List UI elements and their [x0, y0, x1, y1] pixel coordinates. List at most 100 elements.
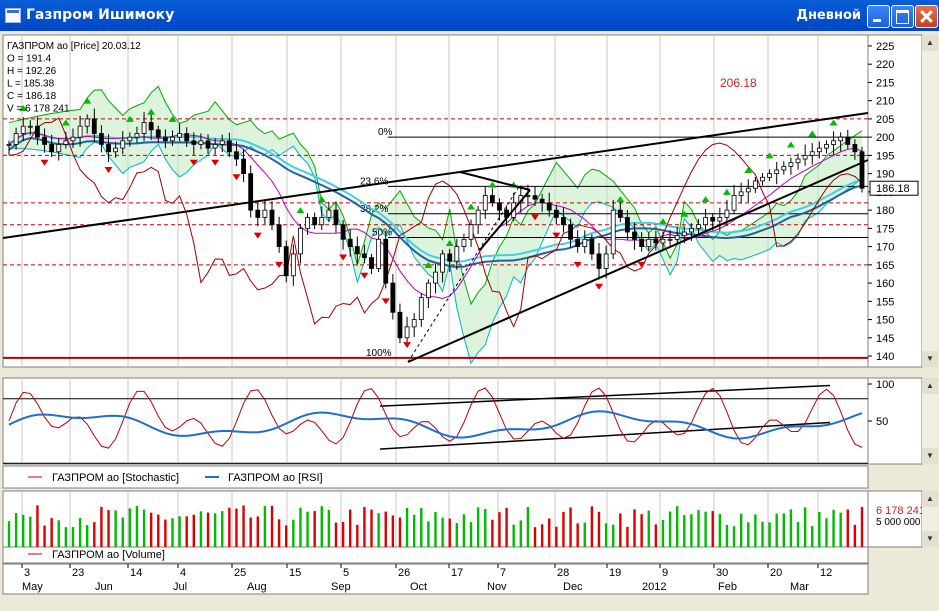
volume-bar	[135, 506, 139, 547]
volume-bar	[384, 511, 387, 547]
candle-body	[461, 238, 467, 248]
volume-bar	[619, 513, 622, 547]
y-tick-label: 140	[876, 351, 894, 363]
volume-bar	[647, 510, 650, 547]
minimize-button[interactable]	[867, 5, 890, 28]
candle-body	[632, 231, 637, 240]
candle-body	[404, 326, 410, 339]
rsi-line	[8, 410, 863, 440]
x-day-label: 30	[716, 567, 728, 579]
osc-trend-lower	[379, 421, 831, 450]
fractal-down-marker	[104, 166, 113, 173]
candle-body	[497, 202, 502, 211]
volume-bar	[412, 514, 416, 547]
volume-scrollbar[interactable]: ▲ ▼	[922, 491, 938, 547]
fractal-down-marker	[339, 254, 348, 261]
osc-legend-stochastic: ГАЗПРОМ ао [Stochastic]	[52, 472, 179, 484]
candle-body	[13, 133, 19, 145]
trend-line-lower	[407, 159, 869, 363]
volume-bar	[732, 526, 736, 547]
price-legend-line: L = 185.38	[7, 79, 55, 90]
x-month-label: Mar	[790, 581, 809, 593]
y-tick-label: 195	[876, 150, 894, 162]
volume-bar	[441, 517, 444, 547]
volume-bar	[235, 508, 238, 547]
scroll-down-arrow[interactable]: ▼	[922, 351, 938, 367]
volume-bar	[612, 524, 615, 547]
volume-bar	[405, 508, 409, 547]
fractal-up-marker	[168, 115, 177, 122]
volume-bar	[256, 516, 259, 547]
volume-bar	[533, 527, 537, 547]
volume-bar	[242, 505, 245, 547]
volume-bar	[349, 509, 352, 547]
close-button[interactable]	[915, 5, 938, 28]
volume-bar	[718, 514, 722, 547]
x-month-label: May	[22, 581, 43, 593]
app-icon	[5, 8, 21, 23]
candle-body	[49, 144, 55, 153]
x-month-label: Aug	[247, 581, 267, 593]
fractal-up-marker	[701, 196, 710, 203]
volume-bar	[739, 513, 743, 547]
title-bar[interactable]: Газпром Ишимоку Дневной	[0, 0, 939, 31]
fractal-up-marker	[147, 108, 156, 115]
price-scrollbar[interactable]: ▲ ▼	[922, 35, 938, 367]
scroll-up-arrow[interactable]: ▲	[922, 35, 938, 51]
volume-bar	[690, 514, 693, 547]
volume-bar	[633, 509, 636, 547]
volume-bar	[789, 509, 793, 547]
candle-body	[298, 227, 303, 255]
candle-body	[575, 238, 581, 248]
maximize-button[interactable]	[891, 5, 914, 28]
fractal-up-marker	[616, 196, 625, 203]
candle-body	[568, 224, 573, 240]
scroll-up-arrow[interactable]: ▲	[922, 491, 938, 507]
scroll-down-arrow[interactable]: ▼	[922, 531, 938, 547]
candle-body	[411, 319, 417, 328]
candle-body	[532, 195, 538, 200]
y-tick-label: 175	[876, 223, 894, 235]
volume-bar	[171, 518, 174, 547]
candle-body	[795, 158, 801, 164]
volume-bar	[562, 511, 565, 547]
volume-bar	[270, 505, 274, 547]
candle-body	[241, 158, 246, 175]
candle-body	[468, 224, 474, 240]
fractal-up-marker	[61, 119, 70, 126]
scroll-up-arrow[interactable]: ▲	[922, 378, 938, 394]
volume-bar	[576, 523, 579, 547]
candle-body	[347, 238, 353, 248]
osc-scrollbar[interactable]: ▲ ▼	[922, 378, 938, 464]
volume-bar	[796, 521, 800, 547]
fractal-up-marker	[424, 261, 433, 268]
volume-bar	[50, 518, 53, 547]
candle-body	[447, 253, 453, 262]
candle-body	[717, 217, 723, 222]
y-tick-label: 145	[876, 333, 894, 345]
fractal-down-marker	[637, 261, 646, 268]
candle-body	[625, 217, 630, 233]
volume-bar	[64, 527, 68, 547]
scroll-down-arrow[interactable]: ▼	[922, 448, 938, 464]
timeframe-label[interactable]: Дневной	[796, 8, 861, 23]
volume-bar	[263, 506, 267, 547]
volume-bar	[832, 509, 835, 547]
candle-body	[362, 253, 367, 258]
x-month-label: Sep	[331, 581, 351, 593]
candle-body	[660, 238, 666, 244]
volume-bar	[370, 509, 373, 547]
candle-body	[248, 173, 254, 211]
candle-body	[42, 136, 47, 145]
candle-body	[77, 125, 83, 138]
volume-bar	[93, 522, 96, 547]
candle-body	[845, 136, 851, 145]
y-tick-label: 170	[876, 242, 894, 254]
fractal-up-marker	[829, 119, 838, 126]
volume-bar	[569, 507, 572, 547]
candle-body	[198, 140, 204, 145]
candle-body	[752, 180, 758, 189]
fractal-down-marker	[232, 174, 241, 181]
candle-body	[546, 202, 552, 211]
